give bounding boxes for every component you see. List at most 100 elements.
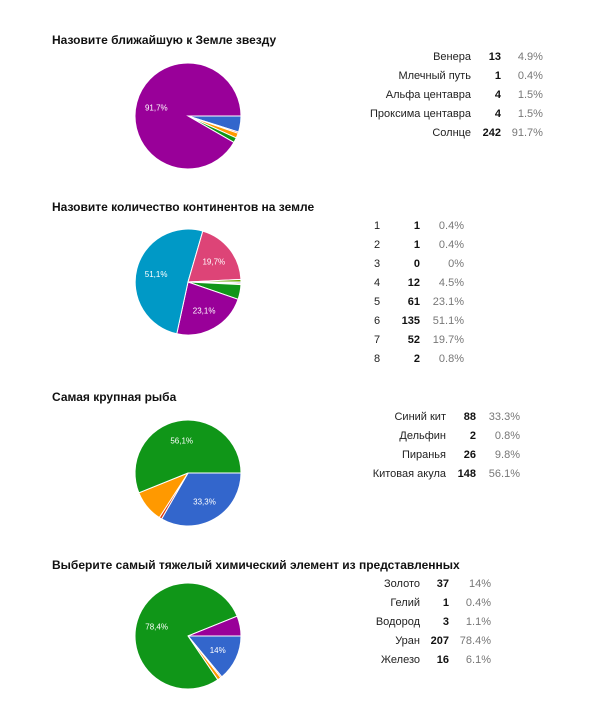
- legend-row: Железо 16 6.1%: [370, 651, 491, 670]
- pie-slice: [176, 281, 239, 336]
- pie-slice: [134, 419, 242, 494]
- legend-percent: 4.5%: [438, 277, 464, 289]
- legend-1: Венера 13 4.9% Млечный путь 1 0.4% Альфа цента…: [370, 48, 543, 143]
- legend-row: Золото 37 14%: [370, 575, 491, 594]
- legend-percent: 4.9%: [517, 51, 543, 63]
- pie-chart-3: 33,3% 56,1%: [134, 419, 242, 527]
- pie-chart-1: 91,7%: [134, 62, 242, 170]
- slice-data-label: 14%: [210, 646, 226, 655]
- slice-data-label: 19,7%: [202, 258, 225, 267]
- legend-label: 2: [374, 239, 381, 251]
- legend-label: 8: [374, 353, 381, 365]
- legend-row: Синий кит 88 33.3%: [370, 408, 520, 427]
- legend-row: 7 52 19.7%: [374, 331, 464, 350]
- legend-label: 1: [374, 220, 381, 232]
- legend-count: 16: [436, 654, 449, 666]
- legend-percent: 19.7%: [432, 334, 464, 346]
- legend-label: Проксима центавра: [370, 108, 471, 120]
- legend-label: Золото: [384, 578, 420, 590]
- legend-row: Венера 13 4.9%: [370, 48, 543, 67]
- legend-label: 5: [374, 296, 381, 308]
- legend-percent: 0.4%: [465, 597, 491, 609]
- legend-count: 2: [469, 430, 476, 442]
- slice-data-label: 91,7%: [145, 104, 168, 113]
- legend-count: 1: [413, 220, 420, 232]
- legend-row: Водород 3 1.1%: [370, 613, 491, 632]
- legend-label: Млечный путь: [398, 70, 471, 82]
- question-1-title: Назовите ближайшую к Земле звезду: [52, 33, 277, 47]
- legend-row: Солнце 242 91.7%: [370, 124, 543, 143]
- legend-label: 7: [374, 334, 381, 346]
- legend-count: 2: [413, 353, 420, 365]
- legend-count: 4: [494, 89, 501, 101]
- legend-percent: 23.1%: [432, 296, 464, 308]
- slice-data-label: 56,1%: [170, 437, 193, 446]
- legend-count: 242: [482, 127, 501, 139]
- legend-row: Уран 207 78.4%: [370, 632, 491, 651]
- legend-count: 1: [413, 239, 420, 251]
- legend-row: 8 2 0.8%: [374, 350, 464, 369]
- legend-row: 5 61 23.1%: [374, 293, 464, 312]
- pie-slice: [160, 472, 242, 527]
- legend-row: 6 135 51.1%: [374, 312, 464, 331]
- pie-slice: [134, 62, 242, 170]
- legend-percent: 0.8%: [494, 430, 520, 442]
- legend-row: 2 1 0.4%: [374, 236, 464, 255]
- legend-label: Синий кит: [394, 411, 446, 423]
- legend-count: 52: [407, 334, 420, 346]
- legend-row: 4 12 4.5%: [374, 274, 464, 293]
- legend-percent: 0.4%: [438, 239, 464, 251]
- question-4: Выберите самый тяжелый химический элемен…: [0, 558, 600, 698]
- pie-slice: [187, 615, 242, 637]
- legend-percent: 1.5%: [517, 89, 543, 101]
- legend-label: 3: [374, 258, 381, 270]
- pie-chart-4: 14% 78,4%: [134, 582, 242, 690]
- pie-chart-2: 23,1% 51,1% 19,7%: [134, 228, 242, 336]
- legend-count: 37: [436, 578, 449, 590]
- legend-row: Китовая акула 148 56.1%: [370, 465, 520, 484]
- legend-count: 1: [494, 70, 501, 82]
- slice-data-label: 33,3%: [193, 497, 216, 506]
- legend-3: Синий кит 88 33.3% Дельфин 2 0.8% Пиранья 26 9.8…: [370, 408, 520, 484]
- legend-percent: 0.4%: [517, 70, 543, 82]
- legend-count: 1: [442, 597, 449, 609]
- legend-percent: 14%: [468, 578, 491, 590]
- legend-percent: 0%: [448, 258, 464, 270]
- legend-count: 13: [488, 51, 501, 63]
- legend-label: Уран: [395, 635, 420, 647]
- question-4-title: Выберите самый тяжелый химический элемен…: [52, 558, 460, 572]
- legend-label: Гелий: [390, 597, 420, 609]
- legend-row: Млечный путь 1 0.4%: [370, 67, 543, 86]
- legend-count: 26: [463, 449, 476, 461]
- legend-count: 135: [401, 315, 420, 327]
- pie-slice: [134, 582, 238, 690]
- legend-label: Водород: [375, 616, 420, 628]
- legend-count: 88: [463, 411, 476, 423]
- pie-slice: [134, 228, 204, 335]
- legend-label: Железо: [380, 654, 420, 666]
- legend-label: Солнце: [432, 127, 471, 139]
- legend-percent: 0.8%: [438, 353, 464, 365]
- question-2: Назовите количество континентов на земле…: [0, 200, 600, 365]
- legend-row: Пиранья 26 9.8%: [370, 446, 520, 465]
- pie-slice: [187, 230, 242, 283]
- legend-count: 61: [407, 296, 420, 308]
- slice-data-label: 51,1%: [145, 270, 168, 279]
- question-1: Назовите ближайшую к Земле звезду 91,7% …: [0, 33, 600, 173]
- legend-2: 1 1 0.4% 2 1 0.4% 3 0 0% 4 12 4.5% 5 61 23.1% 6 135 51.1%…: [374, 217, 464, 369]
- legend-count: 12: [407, 277, 420, 289]
- question-2-title: Назовите количество континентов на земле: [52, 200, 315, 214]
- legend-label: Пиранья: [401, 449, 446, 461]
- legend-label: Китовая акула: [372, 468, 446, 480]
- legend-percent: 1.1%: [465, 616, 491, 628]
- legend-percent: 1.5%: [517, 108, 543, 120]
- legend-percent: 91.7%: [511, 127, 543, 139]
- legend-row: 1 1 0.4%: [374, 217, 464, 236]
- legend-label: 4: [374, 277, 381, 289]
- legend-percent: 56.1%: [488, 468, 520, 480]
- legend-percent: 33.3%: [488, 411, 520, 423]
- legend-percent: 6.1%: [465, 654, 491, 666]
- legend-row: Проксима центавра 4 1.5%: [370, 105, 543, 124]
- legend-label: Венера: [433, 51, 471, 63]
- legend-label: 6: [374, 315, 381, 327]
